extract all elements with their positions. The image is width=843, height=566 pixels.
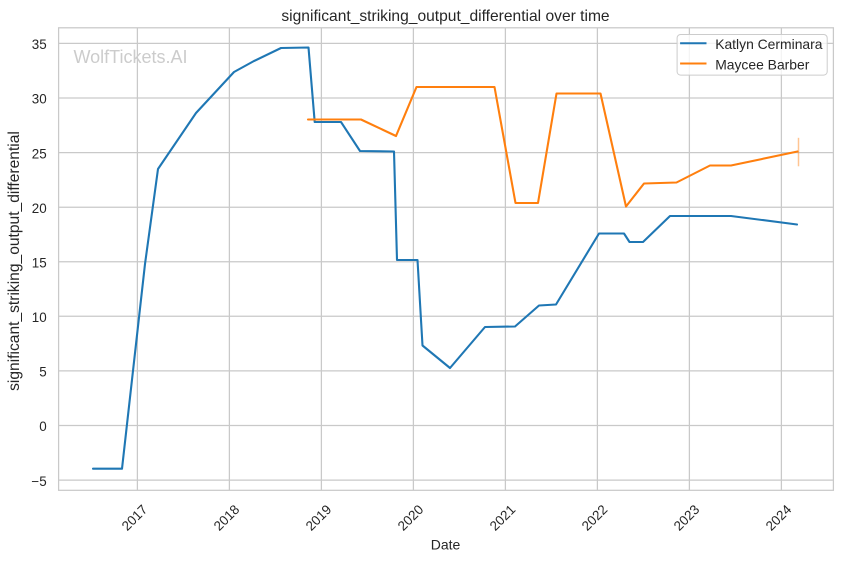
- svg-text:35: 35: [32, 37, 47, 52]
- svg-text:30: 30: [32, 92, 47, 107]
- svg-text:5: 5: [39, 365, 46, 380]
- svg-text:significant_striking_output_di: significant_striking_output_differential…: [281, 8, 609, 25]
- svg-text:Katlyn Cerminara: Katlyn Cerminara: [715, 36, 823, 52]
- svg-text:10: 10: [32, 310, 47, 325]
- svg-text:−5: −5: [31, 474, 46, 489]
- svg-text:WolfTickets.AI: WolfTickets.AI: [74, 47, 188, 67]
- svg-text:15: 15: [32, 256, 47, 271]
- svg-text:Maycee Barber: Maycee Barber: [715, 56, 810, 72]
- svg-text:Date: Date: [431, 537, 461, 553]
- svg-text:significant_striking_output_di: significant_striking_output_differential: [6, 131, 23, 391]
- svg-text:20: 20: [32, 201, 47, 216]
- svg-text:25: 25: [32, 146, 47, 161]
- svg-text:0: 0: [39, 419, 46, 434]
